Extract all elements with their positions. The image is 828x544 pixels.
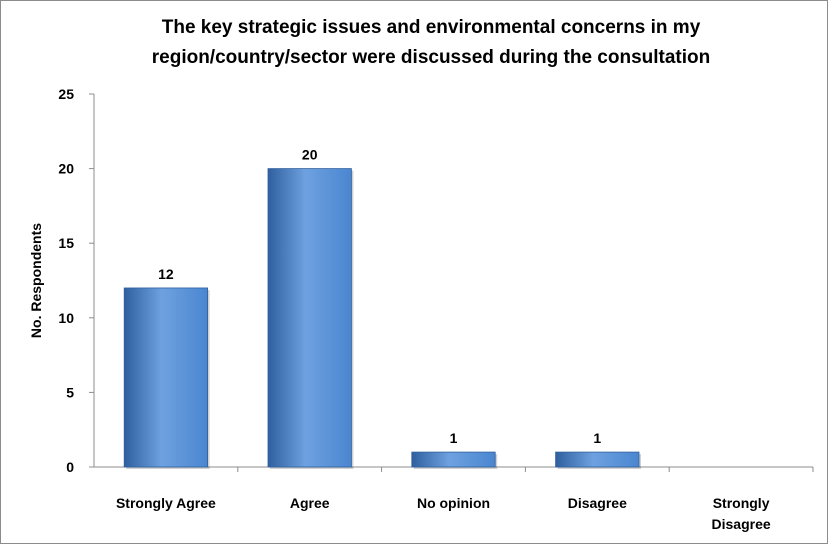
x-tick-label: Strongly Agree bbox=[116, 495, 216, 511]
y-axis-label: No. Respondents bbox=[28, 223, 44, 338]
y-tick-label: 10 bbox=[58, 310, 74, 326]
y-axis-label-text: No. Respondents bbox=[28, 223, 44, 338]
x-tick-label: Strongly bbox=[713, 495, 770, 511]
x-tick-label: Disagree bbox=[568, 495, 627, 511]
chart-title-line: region/country/sector were discussed dur… bbox=[152, 47, 711, 68]
y-tick-label: 20 bbox=[58, 161, 74, 177]
x-tick-label: No opinion bbox=[417, 495, 490, 511]
y-tick-label: 0 bbox=[66, 459, 74, 475]
x-tick-label: Agree bbox=[290, 495, 330, 511]
y-axis-ticks: 0 5 10 15 20 25 bbox=[58, 86, 94, 475]
y-tick-label: 25 bbox=[58, 86, 74, 102]
y-tick-label: 5 bbox=[66, 384, 74, 400]
chart-title-line: The key strategic issues and environment… bbox=[162, 17, 701, 38]
x-tick-label: Disagree bbox=[712, 516, 771, 532]
y-tick-label: 15 bbox=[58, 235, 74, 251]
bar bbox=[411, 451, 496, 468]
bar-data-label: 20 bbox=[302, 147, 318, 163]
x-axis-labels: Strongly Agree Agree No opinion Disagree Str… bbox=[116, 467, 814, 532]
bar bbox=[123, 287, 209, 468]
bar bbox=[267, 168, 352, 468]
bars: 12 20 1 1 bbox=[123, 147, 642, 469]
bar-data-label: 1 bbox=[450, 430, 458, 446]
chart-title: The key strategic issues and environment… bbox=[152, 17, 711, 68]
bar-data-label: 1 bbox=[593, 430, 601, 446]
bar-data-label: 12 bbox=[158, 266, 174, 282]
bar bbox=[555, 451, 640, 468]
